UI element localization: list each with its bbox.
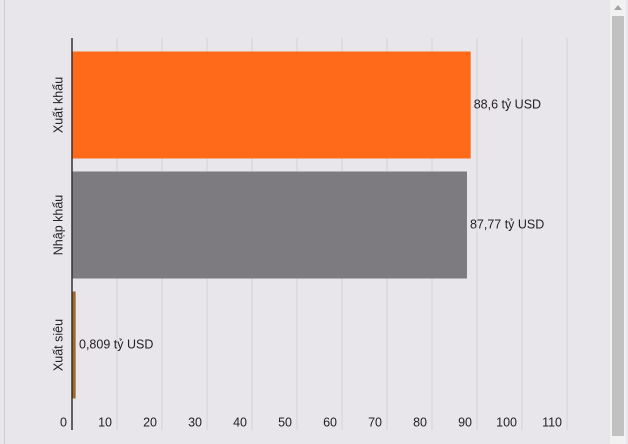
x-tick-label: 50 <box>278 415 292 429</box>
x-tick-label: 90 <box>458 415 472 429</box>
y-tick-label: Nhập khẩu <box>51 195 65 256</box>
x-tick-label: 20 <box>143 415 157 429</box>
x-tick-label: 40 <box>233 415 247 429</box>
x-tick-label: 60 <box>323 415 337 429</box>
value-label: 88,6 tỷ USD <box>474 97 541 111</box>
x-tick-label: 10 <box>98 415 112 429</box>
value-label: 0,809 tỷ USD <box>79 337 153 351</box>
bar <box>72 51 471 159</box>
y-tick-label: Xuất siêu <box>51 319 65 371</box>
value-label: 87,77 tỷ USD <box>470 217 544 231</box>
x-tick-label: 70 <box>368 415 382 429</box>
frame-left <box>4 0 5 444</box>
scroll-up[interactable] <box>614 5 622 10</box>
bar <box>72 171 467 279</box>
plot: 0 10 20 30 40 50 60 70 80 90 100 110 88,6 tỷ USD Xuất… <box>51 38 568 430</box>
y-tick-label: Xuất khẩu <box>51 77 65 133</box>
x-tick-label: 80 <box>413 415 427 429</box>
x-tick-label: 30 <box>188 415 202 429</box>
scrollbar-thumb[interactable] <box>612 16 624 436</box>
bar <box>72 291 76 399</box>
x-tick-label: 110 <box>542 415 562 429</box>
x-tick-label: 100 <box>496 415 517 429</box>
x-tick-label: 0 <box>60 415 67 429</box>
